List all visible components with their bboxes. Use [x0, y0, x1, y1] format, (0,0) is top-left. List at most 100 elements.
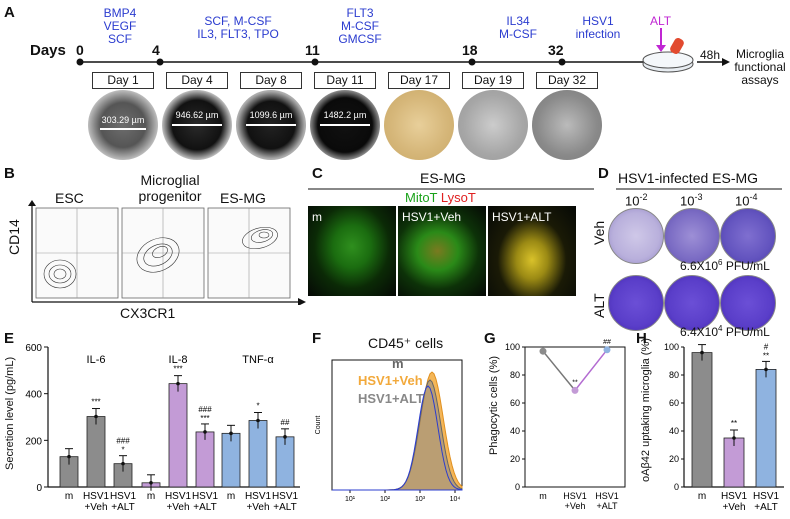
day-box-32: Day 32 — [536, 72, 598, 89]
day32-image — [532, 90, 602, 160]
e-sig: ### — [116, 437, 130, 446]
panel-d-label: D — [598, 165, 609, 182]
e-bar — [168, 383, 188, 488]
stain-mitot: MitoT — [405, 190, 438, 205]
panel-e-label: E — [4, 330, 15, 347]
panel-a-label: A — [4, 4, 15, 21]
g-ytick-label: 40 — [510, 426, 520, 436]
h-sig: ** — [731, 419, 737, 428]
c-label-alt: HSV1+ALT — [492, 210, 552, 224]
f-xtick-label: 10³ — [415, 496, 426, 503]
g-point — [539, 347, 547, 355]
panel-b-label: B — [4, 165, 15, 182]
panel-g-label: G — [484, 330, 496, 347]
e-sig: * — [256, 402, 259, 411]
c-label-veh: HSV1+Veh — [402, 210, 462, 224]
row-veh-label: Veh — [591, 220, 607, 245]
d-title: HSV1-infected ES-MG — [618, 170, 759, 186]
legend-alt: HSV1+ALT — [358, 391, 424, 406]
day-4: 4 — [152, 42, 160, 58]
scalebar — [320, 124, 370, 126]
f-ylabel: Count — [315, 416, 322, 435]
h-ytick-label: 20 — [669, 454, 679, 464]
e-bar — [221, 432, 241, 488]
g-ytick-label: 80 — [510, 370, 520, 380]
scale-day11: 1482.2 µm — [323, 110, 367, 120]
g-ytick-label: 100 — [505, 342, 520, 352]
e-xtick-label: HSV1 — [110, 491, 137, 502]
day1-image — [88, 90, 158, 160]
h-xtick-label: HSV1 — [753, 491, 780, 502]
g-line-alt — [574, 349, 608, 391]
g-xtick-label: HSV1 — [563, 491, 587, 501]
factors-day18: IL34 M-CSF — [499, 14, 537, 41]
titer-veh: 6.6X106 PFU/mL — [680, 258, 770, 273]
e-xtick-label: +Veh — [166, 502, 189, 513]
g-plot-frame — [524, 346, 626, 488]
stain-lysot: LysoT — [440, 190, 476, 205]
h-ytick-label: 60 — [669, 398, 679, 408]
e-sig: ## — [281, 418, 290, 427]
scalebar — [246, 124, 296, 126]
flow-plots — [28, 200, 306, 305]
e-xtick-label: HSV1 — [165, 491, 192, 502]
titer-alt: 6.4X104 PFU/mL — [680, 324, 770, 339]
e-xtick-label: HSV1 — [272, 491, 299, 502]
f-xtick-label: 10⁴ — [450, 496, 461, 503]
dilution-1: 10-2 — [625, 192, 648, 209]
g-sig: ** — [572, 379, 578, 386]
e-point — [121, 461, 125, 466]
e-point — [203, 430, 207, 434]
h-sig: ** — [763, 351, 769, 360]
h-sig: # — [764, 342, 769, 351]
b-ylabel: CD14 — [6, 219, 22, 255]
e-xtick-label: +ALT — [273, 502, 296, 513]
e-xtick-label: m — [227, 491, 235, 502]
c-bracket — [308, 188, 594, 190]
c-image-veh — [398, 206, 486, 296]
g-line-veh — [542, 350, 576, 391]
h-ytick-label: 0 — [674, 482, 679, 492]
h-xtick-label: +ALT — [754, 502, 777, 513]
factors-day11: FLT3 M-CSF GMCSF — [338, 6, 382, 46]
e-xtick-label: m — [65, 491, 73, 502]
h-bar — [691, 352, 713, 488]
e-sig: ### — [198, 405, 212, 414]
e-group-label: IL-6 — [87, 354, 106, 366]
e-point — [94, 414, 98, 419]
e-ytick-label: 0 — [36, 483, 42, 494]
e-xtick-label: +Veh — [246, 502, 269, 513]
day-box-1: Day 1 — [92, 72, 154, 89]
g-sig: ## — [603, 339, 611, 346]
f-title: CD45⁺ cells — [368, 335, 444, 351]
panel-h-label: H — [636, 330, 647, 347]
c-stains: MitoT LysoT — [405, 190, 476, 205]
e-bar — [86, 416, 106, 488]
f-hist-m — [332, 385, 463, 491]
e-xtick-label: HSV1 — [192, 491, 219, 502]
scale-day1: 303.29 µm — [101, 115, 145, 125]
e-ytick-label: 200 — [25, 436, 42, 447]
b-title-progenitor: Microglial progenitor — [138, 172, 202, 204]
day-32: 32 — [548, 42, 564, 58]
e-point — [67, 454, 71, 459]
e-point — [149, 481, 153, 485]
g-ytick-label: 0 — [515, 482, 520, 492]
h-xtick-label: HSV1 — [721, 491, 748, 502]
dish-veh-3 — [720, 208, 776, 264]
panel-f-label: F — [312, 330, 322, 347]
e-point — [229, 431, 233, 436]
dish-alt-1 — [608, 275, 664, 331]
e-sig: *** — [91, 398, 100, 407]
e-xtick-label: +ALT — [111, 502, 134, 513]
g-ytick-label: 20 — [510, 454, 520, 464]
dish-veh-1 — [608, 208, 664, 264]
row-alt-label: ALT — [591, 293, 607, 318]
day-11: 11 — [305, 42, 320, 58]
day-box-17: Day 17 — [388, 72, 450, 89]
e-sig: * — [121, 446, 124, 455]
e-point — [256, 418, 260, 423]
h-ytick-label: 80 — [669, 370, 679, 380]
b-title-esc: ESC — [55, 190, 84, 206]
day-box-19: Day 19 — [462, 72, 524, 89]
